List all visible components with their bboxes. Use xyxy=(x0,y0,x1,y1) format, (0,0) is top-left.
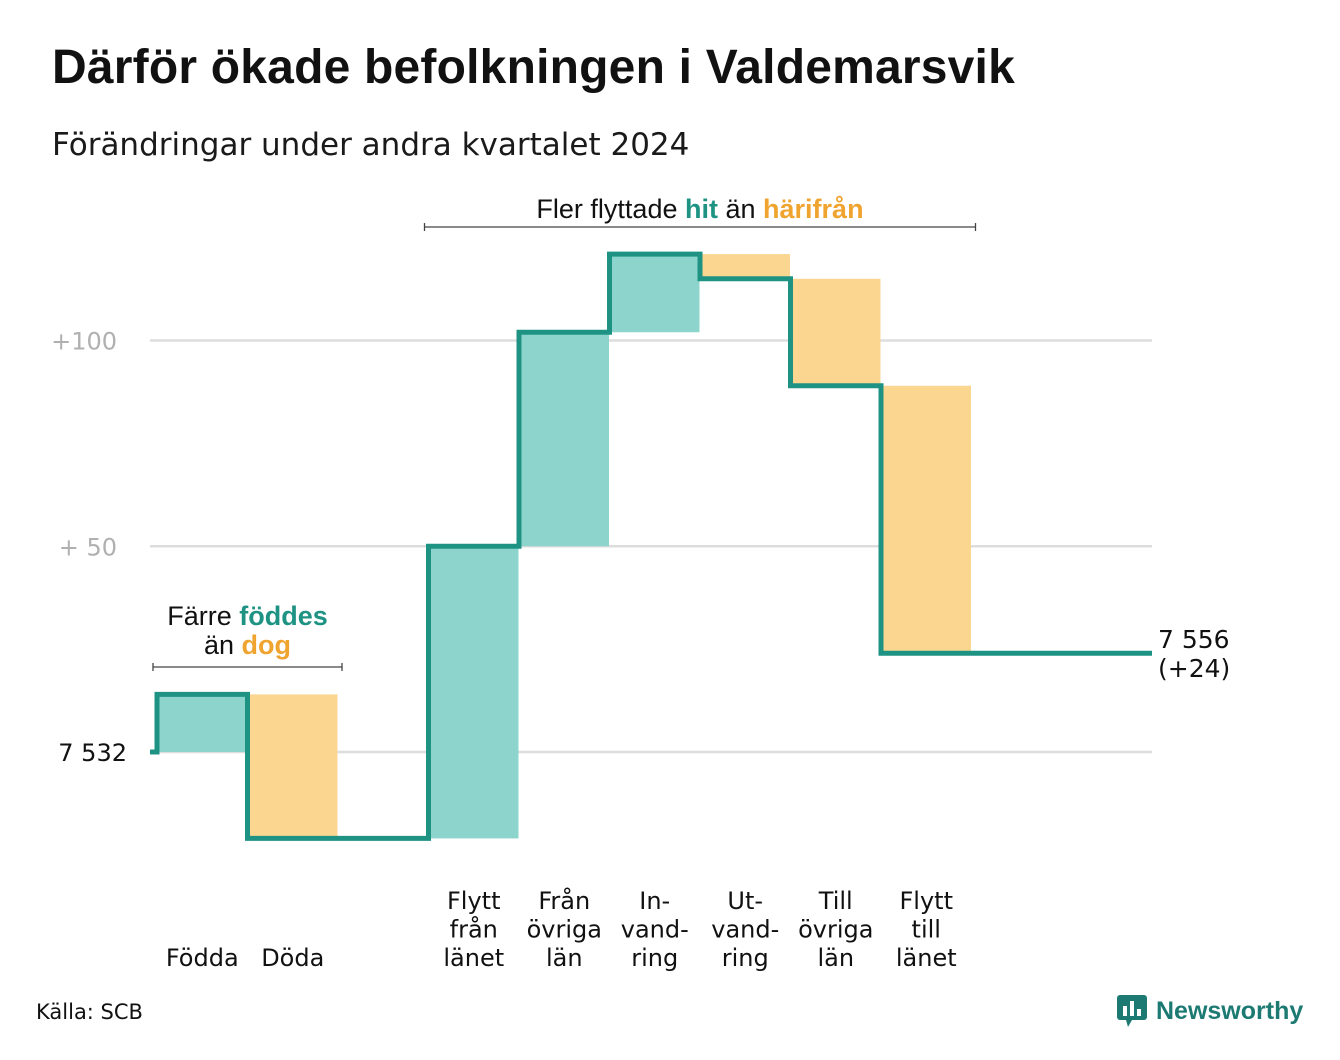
x-tick-label: Ut- xyxy=(727,887,763,915)
annotation-text: än dog xyxy=(204,630,291,660)
x-tick-label: Födda xyxy=(166,944,239,972)
end-value-text: 7 556 xyxy=(1158,625,1230,654)
annotation-segment: hit xyxy=(685,194,718,224)
x-tick-label: län xyxy=(817,944,854,972)
x-tick-label: vand- xyxy=(711,916,779,944)
x-tick-label: till xyxy=(912,916,941,944)
x-tick-label: länet xyxy=(896,944,957,972)
annotation-segment: föddes xyxy=(239,601,328,631)
bar-decrease xyxy=(790,278,881,386)
annotation-text: Fler flyttade hit än härifrån xyxy=(536,194,863,224)
x-tick-label: övriga xyxy=(798,916,873,944)
annotation-segment: dog xyxy=(242,630,291,660)
x-tick-label: ring xyxy=(631,944,678,972)
brand-logo[interactable]: Newsworthy xyxy=(1116,994,1303,1028)
y-tick-label: +100 xyxy=(51,328,117,356)
running-total-path xyxy=(150,251,1152,841)
gridlines xyxy=(150,339,1152,754)
end-value-text: (+24) xyxy=(1158,654,1230,683)
x-tick-label: Döda xyxy=(261,944,324,972)
bar-increase xyxy=(609,254,700,333)
x-tick-label: län xyxy=(546,944,583,972)
brand-name: Newsworthy xyxy=(1156,996,1304,1025)
start-value-label: 7 532 xyxy=(58,739,127,767)
annotation-segment: än xyxy=(718,194,763,224)
x-tick-label: Flytt xyxy=(900,887,954,915)
x-tick-label: länet xyxy=(443,944,504,972)
bar-decrease xyxy=(700,254,790,279)
bars xyxy=(157,254,971,839)
end-value-label: 7 556(+24) xyxy=(1158,625,1230,683)
y-tick-label: + 50 xyxy=(59,533,117,561)
x-tick-label: vand- xyxy=(621,916,689,944)
annotation-segment: än xyxy=(204,630,242,660)
x-tick-label: Från xyxy=(538,886,590,915)
bar-decrease xyxy=(247,694,338,839)
bar-increase xyxy=(157,694,247,752)
source-note: Källa: SCB xyxy=(36,1000,143,1024)
x-tick-label: Till xyxy=(818,887,853,915)
newsworthy-logo-icon xyxy=(1117,995,1147,1027)
bar-decrease xyxy=(881,385,971,654)
annotation-text: Färre föddes xyxy=(167,601,328,631)
annotation-segment: Färre xyxy=(167,601,239,631)
x-tick-label: ring xyxy=(722,944,769,972)
chart-subtitle: Förändringar under andra kvartalet 2024 xyxy=(52,127,690,163)
bar-increase xyxy=(428,546,519,839)
y-axis: +100 + 50 7 532 xyxy=(51,328,127,768)
annotation-segment: Fler flyttade xyxy=(536,194,685,224)
bar-increase xyxy=(519,332,609,547)
x-tick-label: från xyxy=(450,915,498,944)
chart-title: Därför ökade befolkningen i Valdemarsvik xyxy=(52,41,1015,94)
x-axis-labels: Födda DödaFlyttfrånlänetFrånövrigalänIn-v… xyxy=(166,886,957,972)
x-tick-label: Flytt xyxy=(447,887,501,915)
running-total-line xyxy=(150,251,1152,841)
annotation-segment: härifrån xyxy=(763,194,864,224)
x-tick-label: In- xyxy=(639,887,670,915)
x-tick-label: övriga xyxy=(527,916,602,944)
